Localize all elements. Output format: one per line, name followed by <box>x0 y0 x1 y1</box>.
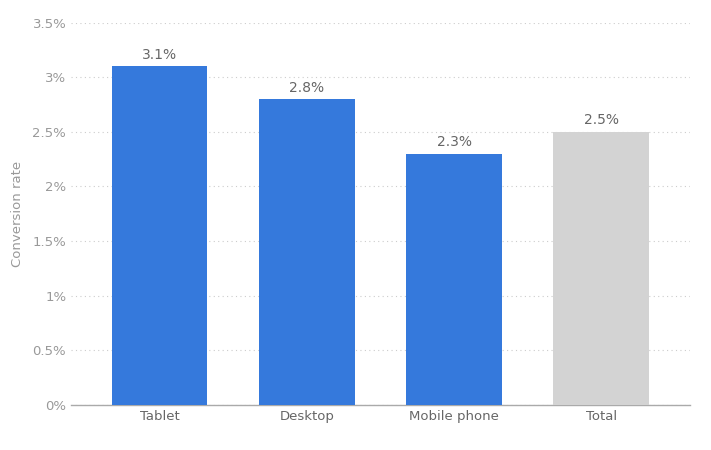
Text: 2.8%: 2.8% <box>289 81 324 94</box>
Text: 2.3%: 2.3% <box>437 135 471 149</box>
Text: 3.1%: 3.1% <box>142 48 177 62</box>
Text: 2.5%: 2.5% <box>584 113 619 127</box>
Bar <box>112 66 208 405</box>
Bar <box>259 99 355 405</box>
Y-axis label: Conversion rate: Conversion rate <box>11 161 24 267</box>
Bar <box>406 153 502 405</box>
Bar <box>553 132 649 405</box>
